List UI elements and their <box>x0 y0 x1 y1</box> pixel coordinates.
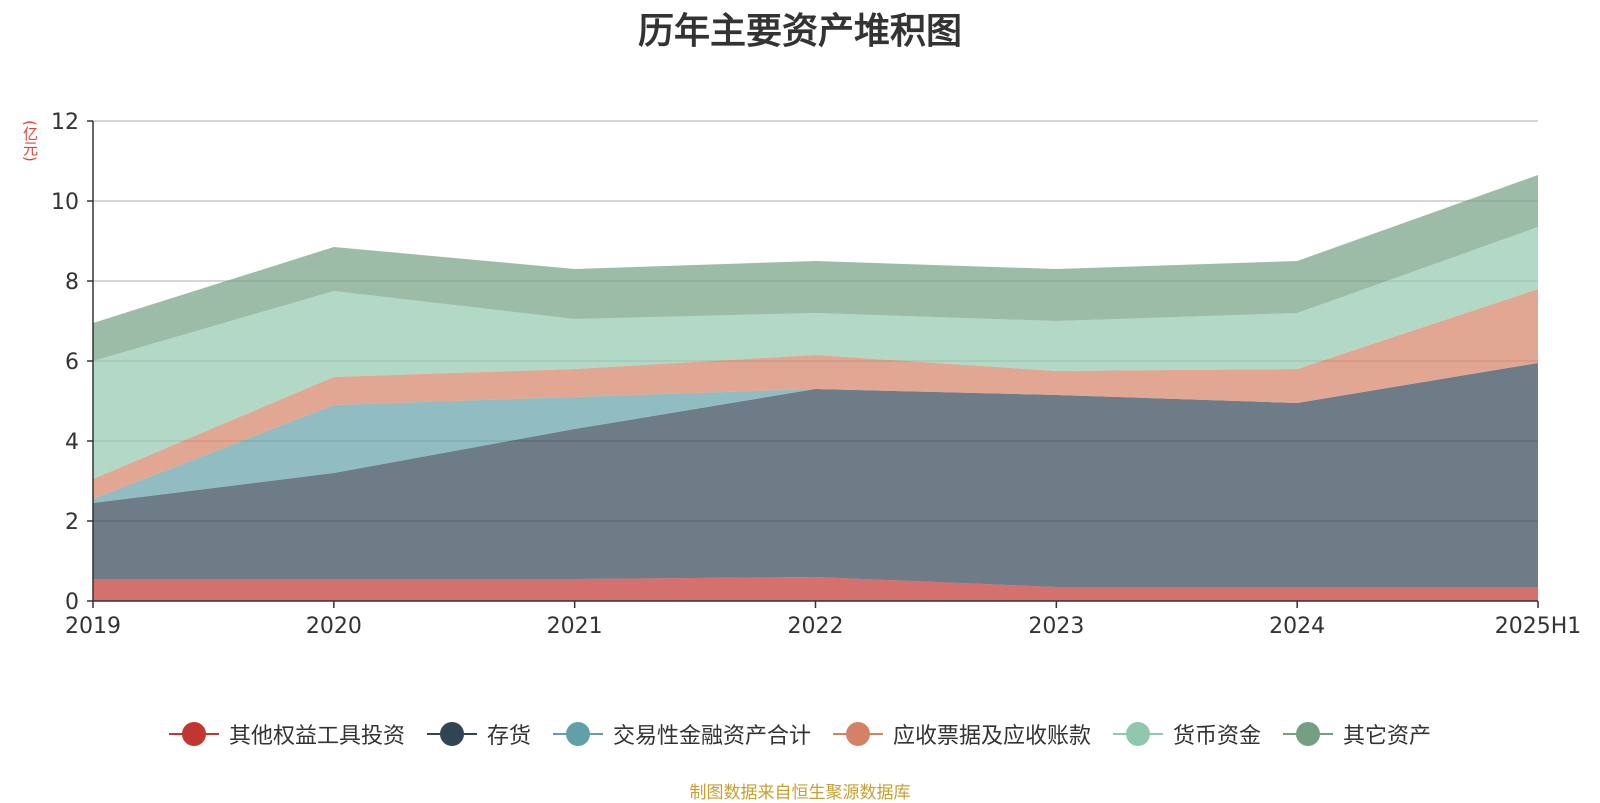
y-tick-label: 6 <box>65 350 79 375</box>
source-note: 制图数据来自恒生聚源数据库 <box>689 783 911 803</box>
stacked-area-chart: 0 2 4 6 8 10 12 2019 2020 2021 2022 2023 2024 2025H1 <box>51 110 1581 639</box>
legend-marker-icon <box>552 722 603 746</box>
legend-label: 应收票据及应收账款 <box>893 724 1092 749</box>
y-tick-label: 0 <box>65 590 79 615</box>
legend-marker-icon <box>833 722 883 746</box>
chart-title: 历年主要资产堆积图 <box>637 11 962 52</box>
y-tick-label: 10 <box>51 190 79 215</box>
y-tick-label: 2 <box>65 510 79 535</box>
legend-label: 其他权益工具投资 <box>228 724 405 749</box>
area-series-1 <box>93 577 1538 601</box>
legend-label: 其它资产 <box>1343 724 1432 749</box>
legend-item-1[interactable]: 其他权益工具投资 <box>168 718 405 750</box>
area-layer <box>93 175 1538 601</box>
axis-layer: 0 2 4 6 8 10 12 2019 2020 2021 2022 2023 2024 2025H1 <box>51 110 1581 639</box>
y-axis-unit-label: (亿元) <box>21 120 39 162</box>
y-tick-label: 4 <box>65 430 79 455</box>
x-tick-label: 2025H1 <box>1495 614 1582 639</box>
area-series-5 <box>93 227 1538 479</box>
legend-label: 存货 <box>486 724 531 749</box>
legend-item-5[interactable]: 货币资金 <box>1113 718 1261 750</box>
x-tick-label: 2023 <box>1028 614 1084 639</box>
legend-item-2[interactable]: 存货 <box>426 718 531 750</box>
x-tick-label: 2021 <box>547 614 603 639</box>
area-series-6 <box>93 175 1538 361</box>
x-tick-label: 2019 <box>65 614 121 639</box>
legend-marker-icon <box>1283 722 1334 746</box>
legend-item-4[interactable]: 应收票据及应收账款 <box>833 718 1091 750</box>
area-series-2 <box>93 363 1538 587</box>
x-tick-label: 2022 <box>788 614 844 639</box>
y-tick-label: 8 <box>65 270 79 295</box>
legend-marker-icon <box>168 722 219 746</box>
legend-marker-icon <box>426 722 477 746</box>
legend: 其他权益工具投资 存货 交易性金融资产合计 应收票据及应收账款 货币资金 其它资产 <box>0 718 1600 750</box>
legend-label: 货币资金 <box>1173 724 1262 749</box>
x-tick-label: 2020 <box>306 614 362 639</box>
legend-marker-icon <box>1113 722 1164 746</box>
legend-label: 交易性金融资产合计 <box>612 724 811 749</box>
y-tick-label: 12 <box>51 110 79 135</box>
area-series-4 <box>93 289 1538 499</box>
x-tick-label: 2024 <box>1269 614 1325 639</box>
area-series-3 <box>93 363 1538 503</box>
legend-item-3[interactable]: 交易性金融资产合计 <box>552 718 811 750</box>
legend-item-6[interactable]: 其它资产 <box>1283 718 1431 750</box>
